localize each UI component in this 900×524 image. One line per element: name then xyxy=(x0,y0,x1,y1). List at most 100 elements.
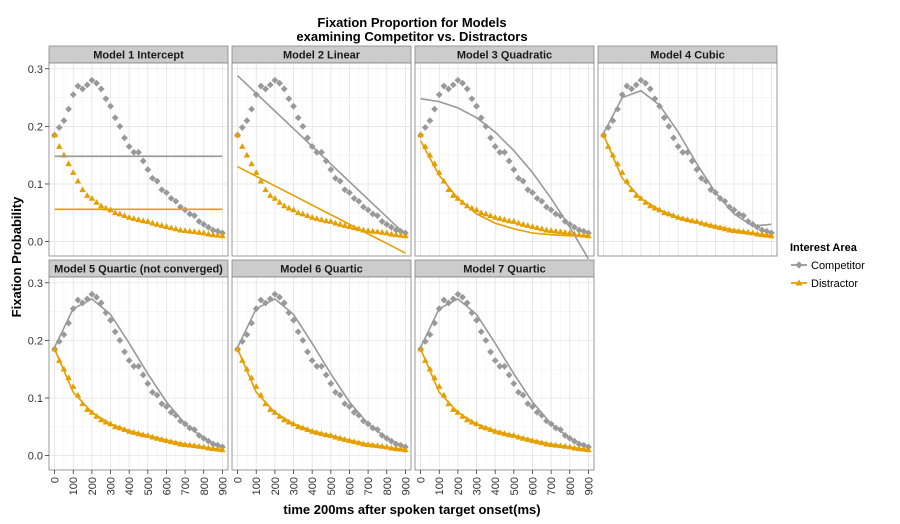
competitor-point xyxy=(378,218,386,225)
distractor-point xyxy=(276,199,283,205)
x-tick-label: 200 xyxy=(453,477,465,495)
competitor-point xyxy=(266,81,274,89)
competitor-point xyxy=(491,357,499,364)
distractor-fit-line xyxy=(419,140,589,237)
competitor-point xyxy=(158,186,166,194)
y-tick-label: 0.0 xyxy=(28,237,43,249)
competitor-point xyxy=(487,348,494,356)
distractor-point xyxy=(83,192,91,198)
competitor-point xyxy=(304,348,311,356)
distractor-point xyxy=(70,169,77,175)
competitor-point xyxy=(149,388,156,396)
competitor-point xyxy=(698,174,705,182)
x-tick-label: 200 xyxy=(87,477,99,495)
x-tick-label: 100 xyxy=(68,477,80,495)
distractor-point xyxy=(600,131,607,138)
x-tick-label: 100 xyxy=(251,477,263,495)
competitor-point xyxy=(153,177,161,185)
competitor-point xyxy=(740,212,747,220)
competitor-point xyxy=(665,122,673,130)
competitor-point xyxy=(332,174,339,182)
competitor-point xyxy=(93,293,100,301)
distractor-fit-line xyxy=(236,348,406,451)
competitor-point xyxy=(149,174,156,182)
competitor-point xyxy=(435,91,443,99)
competitor-point xyxy=(195,218,203,225)
competitor-point xyxy=(163,189,170,197)
competitor-point xyxy=(529,189,536,197)
competitor-point xyxy=(454,290,462,298)
competitor-point xyxy=(60,117,68,125)
competitor-point xyxy=(97,85,105,93)
competitor-point xyxy=(355,197,363,205)
competitor-point xyxy=(350,194,358,202)
competitor-point xyxy=(360,417,367,425)
competitor-point xyxy=(276,79,283,87)
distractor-point xyxy=(139,217,147,224)
facet-title: Model 5 Quartic (not converged) xyxy=(54,264,223,276)
competitor-point xyxy=(144,380,152,387)
competitor-point xyxy=(74,296,82,304)
distractor-point xyxy=(88,194,96,201)
distractor-point xyxy=(487,212,494,219)
competitor-point xyxy=(205,223,212,231)
distractor-point xyxy=(257,177,265,184)
distractor-point xyxy=(646,202,654,209)
competitor-point xyxy=(107,102,114,110)
distractor-point xyxy=(501,216,508,223)
distractor-point xyxy=(477,209,485,216)
distractor-point xyxy=(56,143,63,149)
competitor-point xyxy=(679,148,687,156)
panel-border xyxy=(414,62,595,257)
distractor-point xyxy=(515,219,522,226)
competitor-point xyxy=(83,81,91,89)
competitor-point xyxy=(440,296,448,304)
distractor-point xyxy=(369,227,377,234)
distractor-point xyxy=(219,232,226,239)
competitor-point xyxy=(153,391,161,399)
competitor-point xyxy=(575,226,583,234)
competitor-point xyxy=(515,388,522,396)
competitor-point xyxy=(524,186,532,194)
competitor-fit-line xyxy=(419,297,589,448)
distractor-point xyxy=(135,216,142,223)
competitor-point xyxy=(543,203,550,211)
facet-title: Model 1 Intercept xyxy=(93,50,184,62)
distractor-point xyxy=(299,210,307,217)
competitor-point xyxy=(111,114,119,122)
competitor-point xyxy=(501,148,508,156)
panel-border xyxy=(231,276,412,471)
competitor-point xyxy=(172,197,180,205)
competitor-point xyxy=(637,76,645,84)
x-tick-label: 900 xyxy=(583,477,595,495)
panel-border xyxy=(48,276,229,471)
competitor-point xyxy=(571,223,578,231)
competitor-point xyxy=(463,85,471,93)
distractor-point xyxy=(234,345,241,352)
distractor-point xyxy=(79,186,86,193)
distractor-point xyxy=(524,222,532,228)
distractor-point xyxy=(253,169,260,175)
distractor-point xyxy=(463,416,471,423)
competitor-point xyxy=(313,362,321,370)
competitor-point xyxy=(519,391,527,399)
distractor-point xyxy=(130,215,138,221)
competitor-point xyxy=(191,426,198,434)
competitor-point xyxy=(60,331,68,339)
x-tick-label: 700 xyxy=(546,477,558,495)
competitor-point xyxy=(744,218,752,225)
distractor-point xyxy=(374,228,381,235)
distractor-point xyxy=(519,220,527,227)
facet-panel: Model 7 Quartic 0 100 200 300 400 500 600 700 800… xyxy=(414,259,595,495)
distractor-point xyxy=(262,186,269,193)
competitor-point xyxy=(209,226,217,234)
y-tick-label: 0.3 xyxy=(28,64,43,76)
distractor-point xyxy=(271,194,279,201)
distractor-point xyxy=(632,192,640,198)
competitor-point xyxy=(674,143,682,150)
panel-border xyxy=(231,62,412,257)
competitor-point xyxy=(88,76,96,84)
distractor-point xyxy=(144,218,152,224)
x-tick-label: 400 xyxy=(124,477,136,495)
competitor-point xyxy=(346,189,353,197)
